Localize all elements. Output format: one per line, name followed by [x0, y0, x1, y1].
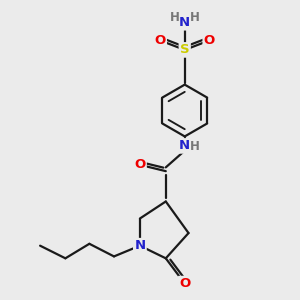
Text: O: O [204, 34, 215, 47]
Text: S: S [180, 44, 190, 56]
Text: N: N [179, 140, 190, 152]
Text: O: O [154, 34, 166, 47]
Text: H: H [190, 140, 200, 153]
Text: O: O [179, 277, 190, 290]
Text: N: N [134, 239, 146, 252]
Text: N: N [179, 16, 190, 29]
Text: H: H [170, 11, 180, 24]
Text: H: H [190, 11, 200, 24]
Text: O: O [134, 158, 146, 171]
